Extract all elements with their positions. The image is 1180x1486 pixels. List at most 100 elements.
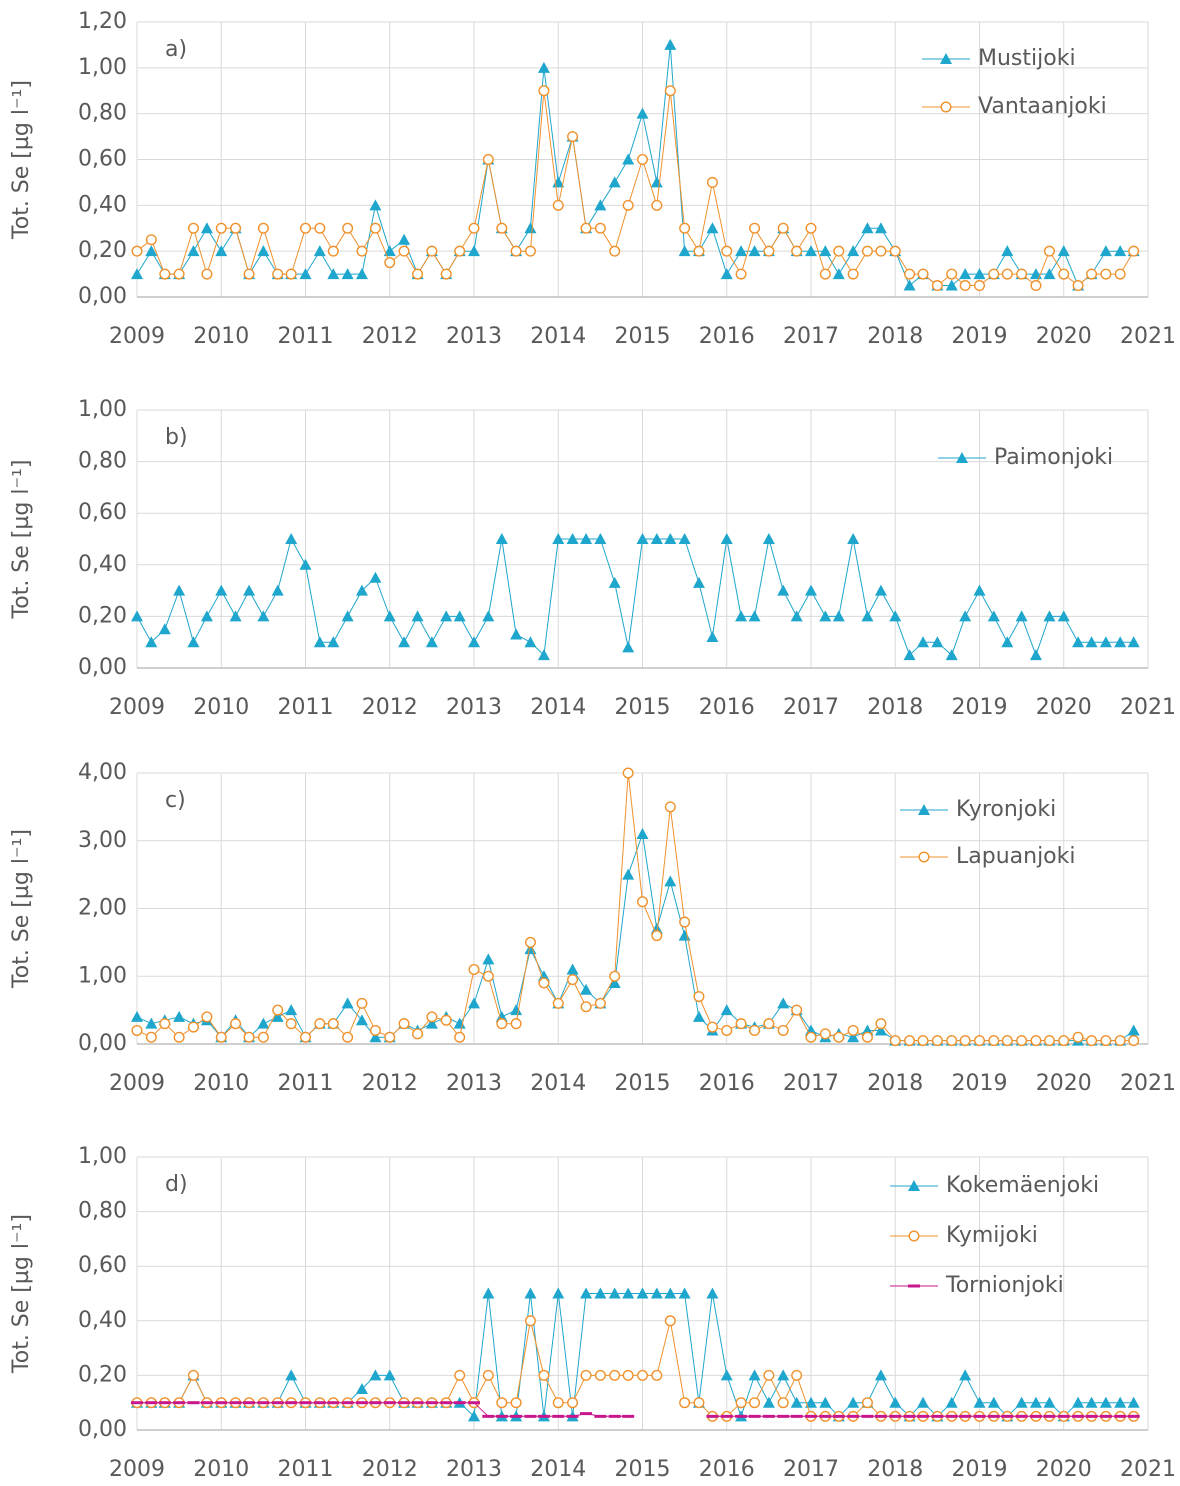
marker bbox=[973, 1396, 986, 1408]
x-tick-label: 2011 bbox=[278, 1457, 334, 1482]
marker bbox=[791, 1369, 803, 1381]
marker bbox=[1001, 1035, 1013, 1047]
marker bbox=[678, 929, 691, 941]
marker bbox=[426, 245, 438, 257]
marker bbox=[777, 997, 790, 1009]
marker bbox=[706, 1021, 718, 1033]
marker bbox=[1099, 245, 1112, 257]
marker bbox=[1085, 636, 1098, 648]
marker bbox=[552, 997, 564, 1009]
x-tick-label: 2011 bbox=[278, 1071, 334, 1096]
marker bbox=[215, 584, 228, 596]
x-tick-label: 2020 bbox=[1036, 1457, 1092, 1482]
x-tick-label: 2014 bbox=[530, 1071, 586, 1096]
marker bbox=[917, 636, 930, 648]
marker bbox=[145, 245, 158, 257]
marker bbox=[889, 610, 902, 622]
x-tick-label: 2020 bbox=[1036, 324, 1092, 349]
marker bbox=[874, 1024, 887, 1036]
x-tick-label: 2012 bbox=[362, 324, 418, 349]
marker bbox=[173, 1010, 186, 1022]
marker bbox=[945, 1396, 958, 1408]
y-tick-label: 0,60 bbox=[78, 500, 127, 525]
x-tick-label: 2017 bbox=[783, 324, 839, 349]
x-tick-label: 2016 bbox=[699, 1071, 755, 1096]
marker bbox=[874, 222, 887, 234]
marker bbox=[131, 1024, 143, 1036]
marker bbox=[567, 974, 579, 986]
marker bbox=[973, 584, 986, 596]
marker bbox=[341, 997, 354, 1009]
marker bbox=[299, 268, 312, 280]
x-tick-label: 2009 bbox=[109, 1457, 165, 1482]
marker bbox=[650, 1287, 663, 1299]
marker bbox=[468, 222, 480, 234]
x-tick-label: 2019 bbox=[952, 1457, 1008, 1482]
y-tick-label: 1,00 bbox=[78, 1144, 127, 1169]
marker bbox=[383, 245, 396, 257]
marker bbox=[931, 280, 943, 292]
x-tick-label: 2020 bbox=[1036, 1071, 1092, 1096]
marker bbox=[692, 1010, 705, 1022]
marker bbox=[300, 222, 312, 234]
x-tick-label: 2009 bbox=[109, 695, 165, 720]
marker bbox=[524, 222, 537, 234]
marker bbox=[440, 1014, 452, 1026]
marker bbox=[383, 610, 396, 622]
marker bbox=[748, 1369, 761, 1381]
marker bbox=[580, 222, 592, 234]
marker bbox=[369, 199, 382, 211]
marker bbox=[285, 1369, 298, 1381]
marker bbox=[187, 222, 199, 234]
marker bbox=[974, 1035, 986, 1047]
x-tick-label: 2021 bbox=[1120, 1071, 1176, 1096]
marker bbox=[201, 1011, 213, 1023]
y-tick-label: 3,00 bbox=[78, 828, 127, 853]
marker bbox=[594, 1369, 606, 1381]
marker bbox=[959, 610, 972, 622]
x-tick-label: 2010 bbox=[193, 324, 249, 349]
x-tick-label: 2010 bbox=[193, 1457, 249, 1482]
marker bbox=[230, 1018, 242, 1030]
series-line bbox=[137, 1293, 1134, 1418]
marker bbox=[946, 268, 958, 280]
marker bbox=[1072, 1031, 1084, 1043]
marker bbox=[510, 1397, 522, 1409]
marker bbox=[468, 963, 480, 975]
marker bbox=[1015, 610, 1028, 622]
marker bbox=[636, 533, 649, 544]
series-line bbox=[136, 44, 1134, 287]
marker bbox=[510, 1004, 523, 1016]
marker bbox=[187, 1369, 199, 1381]
marker bbox=[987, 1396, 1000, 1408]
x-tick-label: 2012 bbox=[362, 1457, 418, 1482]
marker bbox=[230, 222, 242, 234]
marker bbox=[987, 610, 1000, 622]
marker bbox=[1057, 610, 1070, 622]
x-tick-label: 2021 bbox=[1120, 695, 1176, 720]
y-tick-label: 0,80 bbox=[78, 449, 127, 474]
marker bbox=[482, 1369, 494, 1381]
marker bbox=[1030, 280, 1042, 292]
marker bbox=[608, 176, 621, 188]
marker bbox=[651, 1369, 663, 1381]
marker bbox=[945, 649, 958, 661]
marker bbox=[173, 1031, 185, 1043]
x-tick-label: 2013 bbox=[446, 1457, 502, 1482]
marker bbox=[145, 1017, 158, 1029]
marker bbox=[482, 970, 494, 982]
marker bbox=[636, 107, 649, 119]
marker bbox=[313, 245, 326, 257]
marker bbox=[173, 268, 185, 280]
marker bbox=[426, 1011, 438, 1023]
legend-label: Kyronjoki bbox=[956, 797, 1056, 822]
marker bbox=[762, 1396, 775, 1408]
marker bbox=[763, 1369, 775, 1381]
x-tick-label: 2018 bbox=[867, 1457, 923, 1482]
marker bbox=[173, 584, 186, 596]
marker bbox=[889, 1035, 901, 1047]
marker bbox=[664, 801, 676, 813]
marker bbox=[215, 222, 227, 234]
